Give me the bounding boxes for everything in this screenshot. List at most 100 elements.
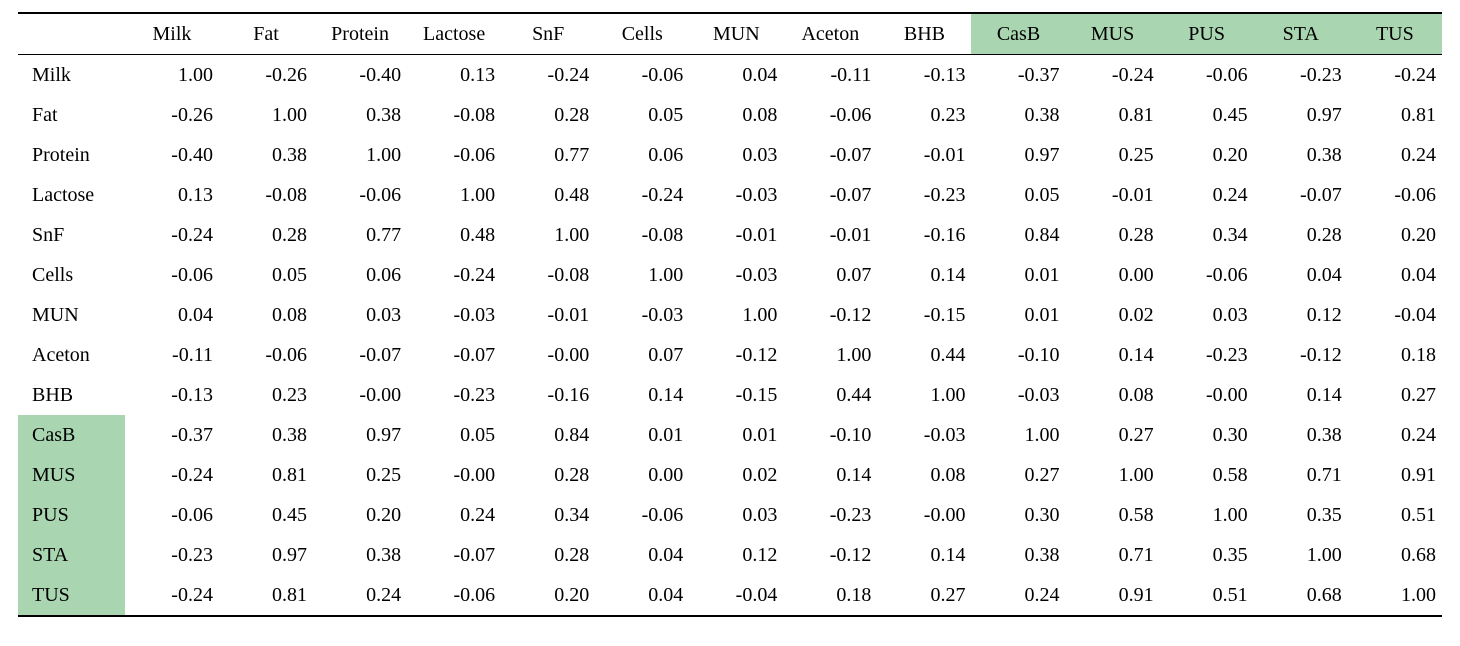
table-cell: 0.81 xyxy=(1066,95,1160,135)
table-cell: 0.84 xyxy=(971,215,1065,255)
table-row-label: MUN xyxy=(18,295,125,335)
table-cell: 0.77 xyxy=(501,135,595,175)
table-cell: -0.00 xyxy=(501,335,595,375)
table-cell: 0.28 xyxy=(219,215,313,255)
table-row: Cells-0.060.050.06-0.24-0.081.00-0.030.0… xyxy=(18,255,1442,295)
table-row: Aceton-0.11-0.06-0.07-0.07-0.000.07-0.12… xyxy=(18,335,1442,375)
table-cell: 0.51 xyxy=(1348,495,1442,535)
table-cell: 0.27 xyxy=(971,455,1065,495)
table-cell: 0.04 xyxy=(1254,255,1348,295)
table-cell: -0.01 xyxy=(877,135,971,175)
table-cell: -0.06 xyxy=(407,135,501,175)
table-cell: -0.24 xyxy=(595,175,689,215)
table-cell: 0.12 xyxy=(689,535,783,575)
table-cell: 0.51 xyxy=(1160,575,1254,616)
table-cell: 1.00 xyxy=(219,95,313,135)
table-cell: 1.00 xyxy=(1066,455,1160,495)
table-cell: 0.01 xyxy=(689,415,783,455)
table-cell: -0.23 xyxy=(877,175,971,215)
table-cell: -0.04 xyxy=(1348,295,1442,335)
table-cell: -0.24 xyxy=(125,575,219,616)
table-cell: -0.03 xyxy=(595,295,689,335)
table-cell: 0.71 xyxy=(1254,455,1348,495)
table-cell: 0.38 xyxy=(219,135,313,175)
table-row-label: TUS xyxy=(18,575,125,616)
table-cell: 0.24 xyxy=(407,495,501,535)
table-cell: 0.12 xyxy=(1254,295,1348,335)
table-cell: -0.23 xyxy=(783,495,877,535)
table-cell: 0.44 xyxy=(877,335,971,375)
table-cell: -0.01 xyxy=(501,295,595,335)
table-cell: -0.00 xyxy=(1160,375,1254,415)
table-cell: 1.00 xyxy=(1160,495,1254,535)
table-cell: 0.84 xyxy=(501,415,595,455)
table-cell: 0.00 xyxy=(595,455,689,495)
table-cell: 0.24 xyxy=(1348,415,1442,455)
table-column-header: BHB xyxy=(877,13,971,55)
table-cell: 0.97 xyxy=(219,535,313,575)
table-row-label: Fat xyxy=(18,95,125,135)
table-cell: 1.00 xyxy=(407,175,501,215)
table-cell: 0.14 xyxy=(877,255,971,295)
table-cell: 0.48 xyxy=(407,215,501,255)
table-cell: -0.24 xyxy=(1066,55,1160,96)
table-cell: 0.28 xyxy=(1254,215,1348,255)
table-cell: 0.97 xyxy=(1254,95,1348,135)
table-cell: 0.14 xyxy=(1254,375,1348,415)
table-row-label: SnF xyxy=(18,215,125,255)
table-cell: 0.45 xyxy=(1160,95,1254,135)
table-cell: -0.08 xyxy=(595,215,689,255)
table-cell: -0.37 xyxy=(971,55,1065,96)
table-cell: -0.07 xyxy=(783,135,877,175)
table-cell: 0.20 xyxy=(1160,135,1254,175)
table-cell: 0.00 xyxy=(1066,255,1160,295)
table-row-label: CasB xyxy=(18,415,125,455)
table-cell: 0.07 xyxy=(595,335,689,375)
table-cell: -0.23 xyxy=(1160,335,1254,375)
table-cell: 0.81 xyxy=(219,575,313,616)
table-cell: 1.00 xyxy=(1254,535,1348,575)
table-cell: 0.58 xyxy=(1066,495,1160,535)
table-row-label: Cells xyxy=(18,255,125,295)
table-cell: 0.28 xyxy=(501,95,595,135)
table-cell: -0.37 xyxy=(125,415,219,455)
table-cell: 1.00 xyxy=(783,335,877,375)
table-cell: -0.01 xyxy=(689,215,783,255)
table-cell: 0.35 xyxy=(1160,535,1254,575)
table-cell: -0.40 xyxy=(313,55,407,96)
table-cell: 1.00 xyxy=(313,135,407,175)
table-cell: -0.26 xyxy=(125,95,219,135)
table-cell: -0.40 xyxy=(125,135,219,175)
table-row: STA-0.230.970.38-0.070.280.040.12-0.120.… xyxy=(18,535,1442,575)
table-cell: 0.13 xyxy=(125,175,219,215)
table-cell: -0.03 xyxy=(407,295,501,335)
table-row-label: Protein xyxy=(18,135,125,175)
table-row-label: MUS xyxy=(18,455,125,495)
table-cell: -0.15 xyxy=(689,375,783,415)
table-cell: 0.08 xyxy=(689,95,783,135)
table-cell: 0.14 xyxy=(877,535,971,575)
table-row: BHB-0.130.23-0.00-0.23-0.160.14-0.150.44… xyxy=(18,375,1442,415)
table-cell: -0.07 xyxy=(313,335,407,375)
table-cell: 0.38 xyxy=(1254,135,1348,175)
table-cell: 1.00 xyxy=(877,375,971,415)
table-cell: 0.44 xyxy=(783,375,877,415)
table-header-row: MilkFatProteinLactoseSnFCellsMUNAcetonBH… xyxy=(18,13,1442,55)
table-cell: -0.06 xyxy=(1160,55,1254,96)
table-cell: -0.01 xyxy=(783,215,877,255)
table-row-label: BHB xyxy=(18,375,125,415)
table-row: Fat-0.261.000.38-0.080.280.050.08-0.060.… xyxy=(18,95,1442,135)
table-cell: -0.13 xyxy=(125,375,219,415)
table-row: MUS-0.240.810.25-0.000.280.000.020.140.0… xyxy=(18,455,1442,495)
table-cell: -0.00 xyxy=(407,455,501,495)
table-cell: 0.97 xyxy=(313,415,407,455)
table-column-header: Protein xyxy=(313,13,407,55)
table-cell: -0.15 xyxy=(877,295,971,335)
table-cell: -0.11 xyxy=(783,55,877,96)
table-cell: -0.23 xyxy=(1254,55,1348,96)
table-row-label: Aceton xyxy=(18,335,125,375)
table-cell: 1.00 xyxy=(689,295,783,335)
table-column-header: Lactose xyxy=(407,13,501,55)
table-cell: 0.38 xyxy=(1254,415,1348,455)
table-cell: -0.16 xyxy=(501,375,595,415)
